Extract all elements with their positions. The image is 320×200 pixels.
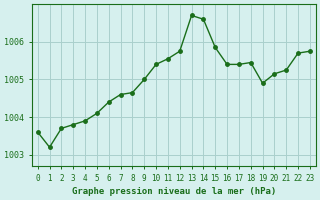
X-axis label: Graphe pression niveau de la mer (hPa): Graphe pression niveau de la mer (hPa) — [72, 187, 276, 196]
